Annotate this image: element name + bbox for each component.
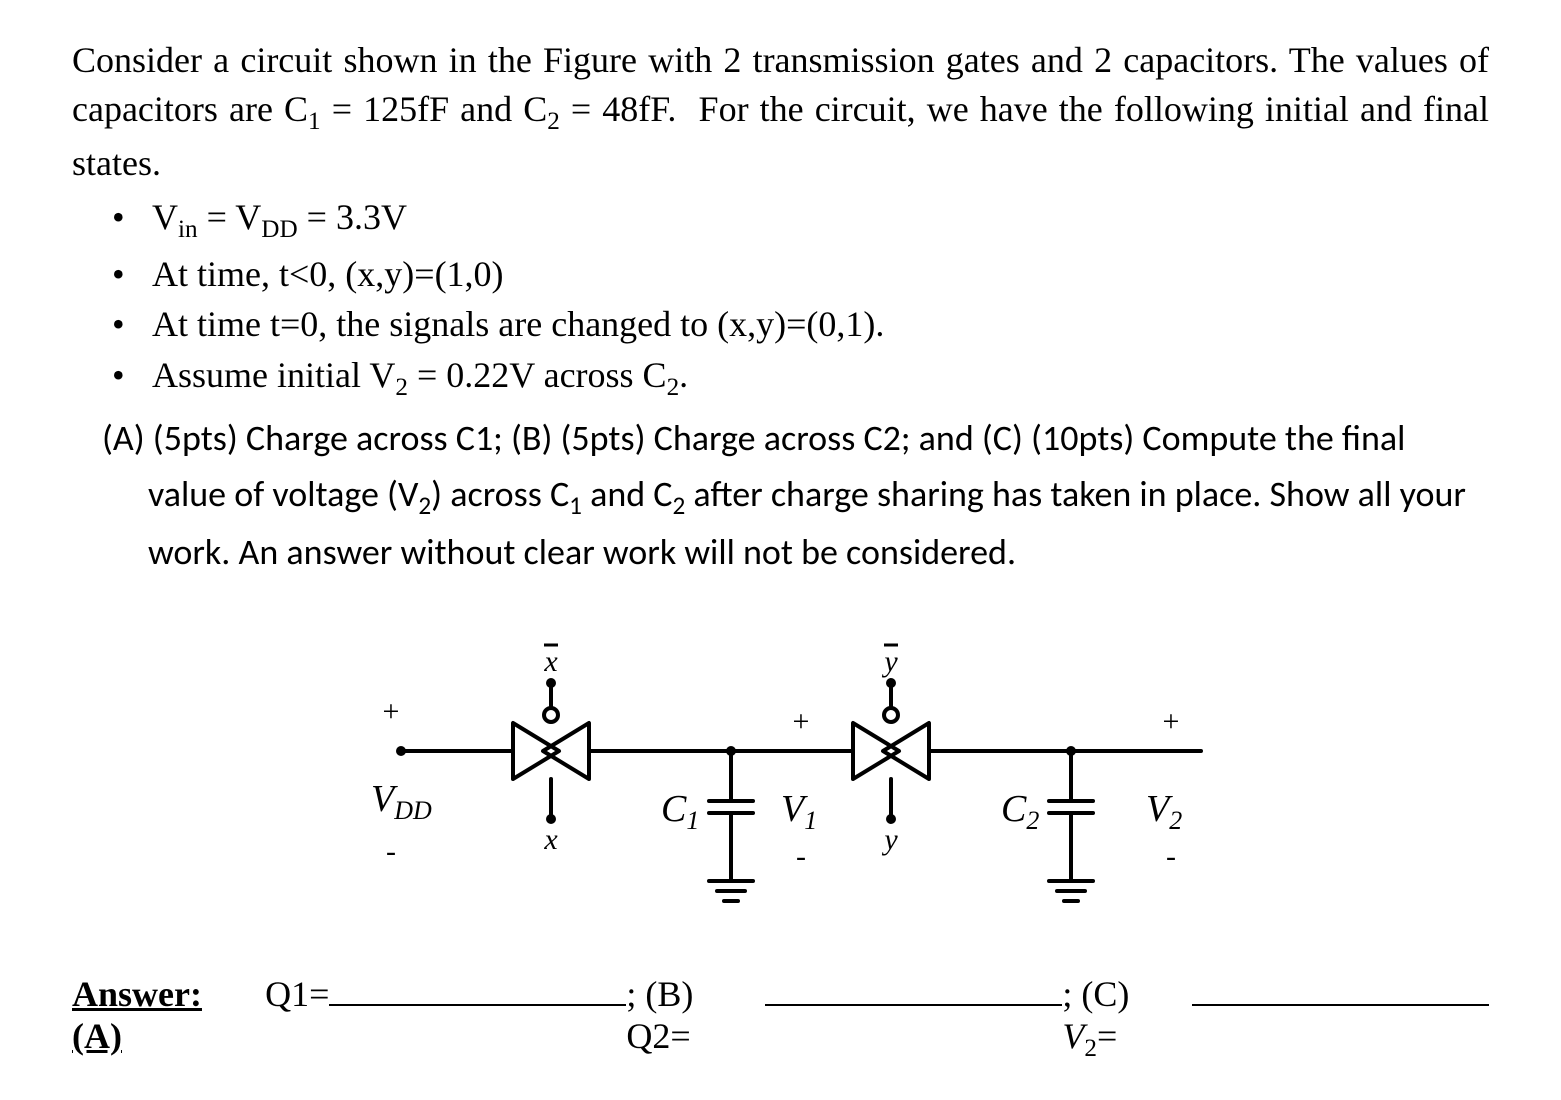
bullet-marker: • bbox=[112, 250, 152, 299]
svg-text:V1: V1 bbox=[781, 788, 817, 835]
answer-c-label: ; (C) V2= bbox=[1062, 973, 1192, 1063]
bullet-marker: • bbox=[112, 300, 152, 349]
bullet-text: At time t=0, the signals are changed to … bbox=[152, 300, 1489, 349]
svg-text:+: + bbox=[1162, 705, 1179, 738]
svg-text:y: y bbox=[881, 823, 898, 856]
svg-text:-: - bbox=[1166, 840, 1176, 873]
bullet-text: Vin = VDD = 3.3V bbox=[152, 193, 1489, 247]
svg-text:-: - bbox=[796, 840, 806, 873]
answer-b-label: ; (B) Q2= bbox=[626, 973, 765, 1057]
problem-intro: Consider a circuit shown in the Figure w… bbox=[72, 36, 1489, 187]
circuit-diagram: x x y y C1 C2 + VDD - + V1 - + V2 - bbox=[331, 611, 1231, 941]
bullet-marker: • bbox=[112, 193, 152, 242]
page-container: Consider a circuit shown in the Figure w… bbox=[0, 0, 1561, 1100]
figure-container: x x y y C1 C2 + VDD - + V1 - + V2 - bbox=[72, 611, 1489, 941]
svg-text:-: - bbox=[386, 835, 396, 868]
subquestion-text: (A) (5pts) Charge across C1; (B) (5pts) … bbox=[102, 411, 1489, 581]
answer-c-blank bbox=[1192, 965, 1489, 1007]
bullet-item: •At time, t<0, (x,y)=(1,0) bbox=[112, 250, 1489, 299]
bullet-item: •Assume initial V2 = 0.22V across C2. bbox=[112, 351, 1489, 405]
svg-text:y: y bbox=[881, 645, 898, 678]
answer-line: Answer: (A) Q1= ; (B) Q2= ; (C) V2= bbox=[72, 965, 1489, 1064]
svg-text:VDD: VDD bbox=[371, 778, 432, 825]
bullet-text: Assume initial V2 = 0.22V across C2. bbox=[152, 351, 1489, 405]
bullet-text: At time, t<0, (x,y)=(1,0) bbox=[152, 250, 1489, 299]
bullet-item: •Vin = VDD = 3.3V bbox=[112, 193, 1489, 247]
svg-text:x: x bbox=[543, 823, 558, 856]
answer-a-label: Q1= bbox=[265, 973, 329, 1015]
bullet-list: •Vin = VDD = 3.3V•At time, t<0, (x,y)=(1… bbox=[112, 193, 1489, 405]
svg-text:x: x bbox=[543, 645, 558, 678]
answer-a-blank bbox=[329, 965, 626, 1007]
bullet-item: •At time t=0, the signals are changed to… bbox=[112, 300, 1489, 349]
svg-text:+: + bbox=[792, 705, 809, 738]
subquestion-block: (A) (5pts) Charge across C1; (B) (5pts) … bbox=[102, 411, 1489, 581]
bullet-marker: • bbox=[112, 351, 152, 400]
svg-text:V2: V2 bbox=[1146, 788, 1182, 835]
svg-text:+: + bbox=[382, 695, 399, 728]
answer-b-blank bbox=[765, 965, 1062, 1007]
svg-text:C1: C1 bbox=[661, 788, 699, 835]
answer-prefix: Answer: (A) bbox=[72, 973, 259, 1057]
svg-text:C2: C2 bbox=[1001, 788, 1039, 835]
